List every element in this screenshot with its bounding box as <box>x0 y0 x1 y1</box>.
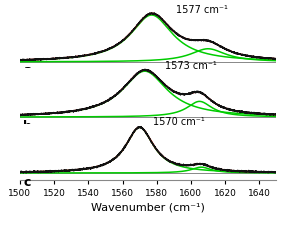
Text: b: b <box>23 120 32 133</box>
Text: 1570 cm⁻¹: 1570 cm⁻¹ <box>153 117 205 127</box>
Text: 1577 cm⁻¹: 1577 cm⁻¹ <box>176 4 227 15</box>
Text: c: c <box>23 176 31 189</box>
Text: a: a <box>23 64 32 77</box>
Text: 1573 cm⁻¹: 1573 cm⁻¹ <box>165 61 217 71</box>
X-axis label: Wavenumber (cm⁻¹): Wavenumber (cm⁻¹) <box>91 202 205 212</box>
